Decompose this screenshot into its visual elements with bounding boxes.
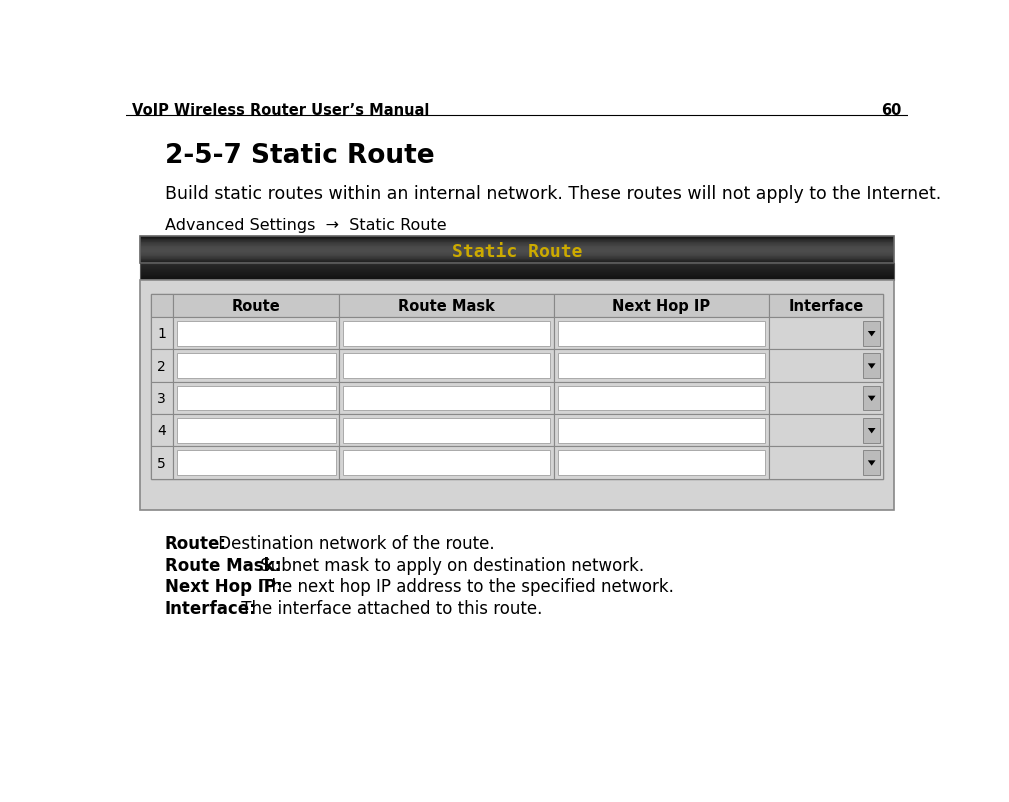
Bar <box>151 294 883 480</box>
Text: 2: 2 <box>157 359 166 373</box>
Text: Route Mask:: Route Mask: <box>164 556 282 574</box>
Bar <box>343 322 550 346</box>
Polygon shape <box>868 461 876 466</box>
Text: Advanced Settings  →  Static Route: Advanced Settings → Static Route <box>164 218 447 233</box>
Bar <box>151 415 173 447</box>
Bar <box>173 294 339 318</box>
Text: Build static routes within an internal network. These routes will not apply to t: Build static routes within an internal n… <box>164 184 941 203</box>
Text: Destination network of the route.: Destination network of the route. <box>213 535 494 553</box>
Bar <box>151 447 173 480</box>
Bar <box>554 447 769 480</box>
Text: Interface:: Interface: <box>164 599 256 618</box>
Bar <box>863 451 880 476</box>
Bar <box>339 350 554 383</box>
Bar <box>554 350 769 383</box>
Bar <box>343 451 550 476</box>
Text: 5: 5 <box>157 456 166 470</box>
Text: Subnet mask to apply on destination network.: Subnet mask to apply on destination netw… <box>255 556 644 574</box>
Bar <box>140 281 894 510</box>
Text: 1: 1 <box>157 327 166 341</box>
Bar <box>151 350 173 383</box>
Text: Next Hop IP: Next Hop IP <box>612 298 710 314</box>
Bar <box>863 419 880 443</box>
Bar <box>140 237 894 264</box>
Bar <box>151 383 173 415</box>
Bar <box>554 415 769 447</box>
Polygon shape <box>868 331 876 337</box>
Bar <box>339 415 554 447</box>
Bar <box>558 354 765 379</box>
Bar <box>177 387 336 411</box>
Text: The interface attached to this route.: The interface attached to this route. <box>236 599 543 618</box>
Bar <box>151 318 173 350</box>
Polygon shape <box>868 396 876 402</box>
Text: Next Hop IP:: Next Hop IP: <box>164 577 283 596</box>
Text: Route Mask: Route Mask <box>399 298 495 314</box>
Bar <box>339 294 554 318</box>
Bar <box>343 387 550 411</box>
Bar <box>173 447 339 480</box>
Bar <box>343 419 550 443</box>
Bar <box>339 383 554 415</box>
Text: Route:: Route: <box>164 535 227 553</box>
Bar <box>558 322 765 346</box>
Text: Route: Route <box>232 298 281 314</box>
Bar <box>177 419 336 443</box>
Text: The next hop IP address to the specified network.: The next hop IP address to the specified… <box>256 577 674 596</box>
Text: Static Route: Static Route <box>452 242 582 260</box>
Text: 60: 60 <box>882 103 902 117</box>
Text: VoIP Wireless Router User’s Manual: VoIP Wireless Router User’s Manual <box>132 103 430 117</box>
Bar <box>173 318 339 350</box>
Bar <box>863 354 880 379</box>
Bar <box>339 318 554 350</box>
Bar <box>339 447 554 480</box>
Bar <box>177 322 336 346</box>
Bar <box>769 294 883 318</box>
Text: 4: 4 <box>157 423 166 438</box>
Bar <box>177 354 336 379</box>
Bar <box>769 447 883 480</box>
Bar <box>554 294 769 318</box>
Text: 2-5-7 Static Route: 2-5-7 Static Route <box>164 143 435 168</box>
Bar <box>140 264 894 281</box>
Bar <box>173 415 339 447</box>
Text: Interface: Interface <box>788 298 864 314</box>
Bar <box>173 383 339 415</box>
Bar <box>863 322 880 346</box>
Bar <box>558 387 765 411</box>
Text: 3: 3 <box>157 391 166 406</box>
Bar <box>558 451 765 476</box>
Polygon shape <box>868 428 876 434</box>
Polygon shape <box>868 364 876 369</box>
Bar <box>554 318 769 350</box>
Bar <box>769 350 883 383</box>
Bar <box>558 419 765 443</box>
Bar <box>863 387 880 411</box>
Bar <box>177 451 336 476</box>
Bar <box>769 383 883 415</box>
Bar <box>151 294 173 318</box>
Bar <box>769 318 883 350</box>
Bar <box>554 383 769 415</box>
Bar <box>173 350 339 383</box>
Bar <box>343 354 550 379</box>
Bar <box>769 415 883 447</box>
